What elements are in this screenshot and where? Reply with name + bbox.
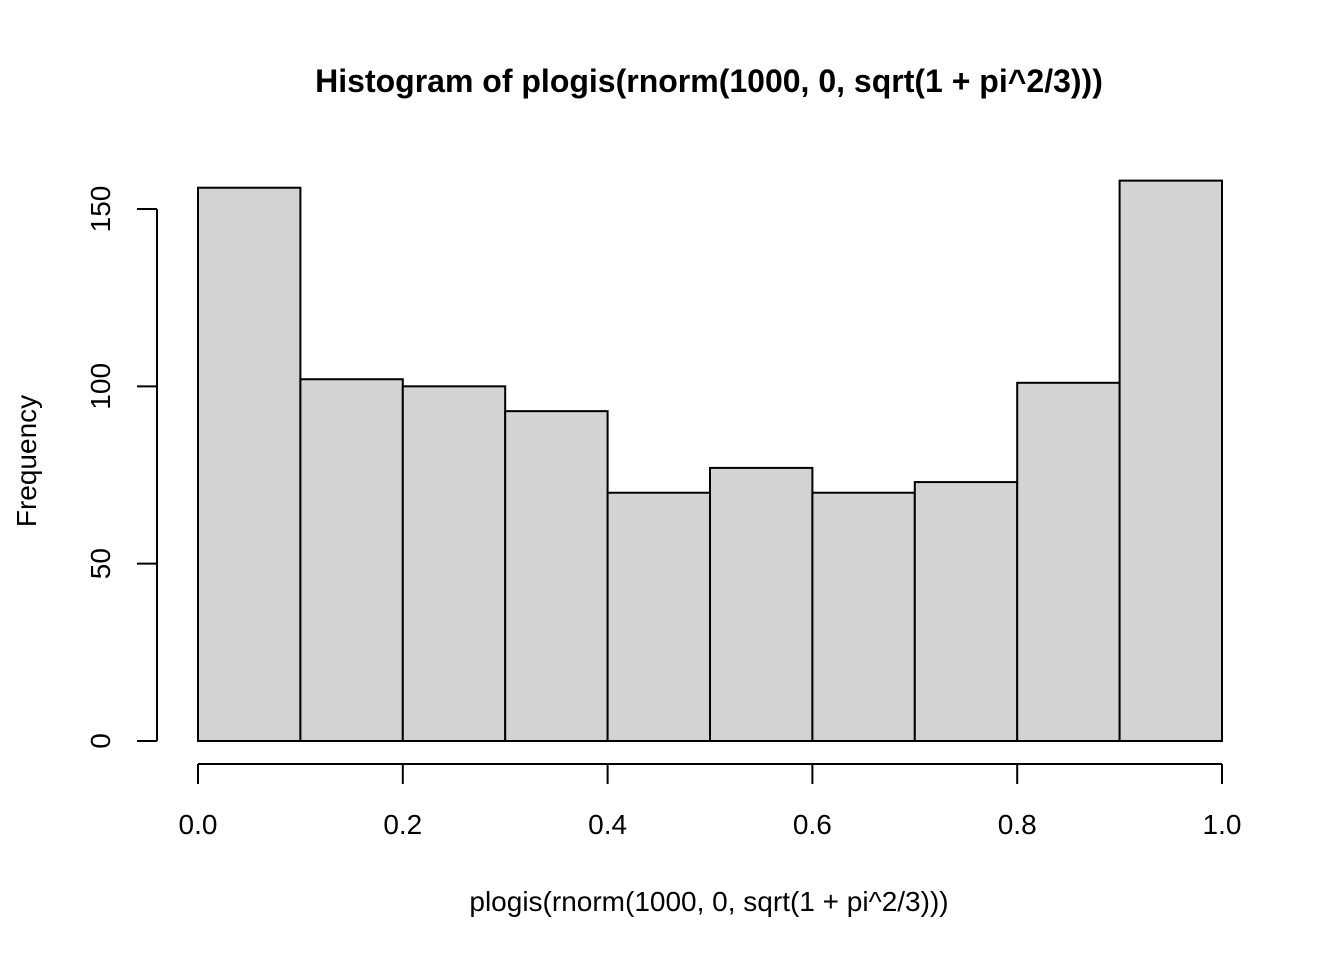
x-axis: 0.0 0.2 0.4 0.6 0.8 1.0 [179, 763, 1242, 840]
histogram-bar-1 [197, 186, 302, 743]
chart-title: Histogram of plogis(rnorm(1000, 0, sqrt(… [315, 63, 1103, 99]
histogram-bar-2 [299, 378, 404, 742]
histogram-bar-5 [606, 491, 711, 742]
x-tick-label: 0.0 [179, 809, 218, 840]
y-tick-label: 50 [85, 548, 116, 579]
y-tick-label: 150 [85, 186, 116, 233]
histogram-bar-7 [811, 491, 916, 742]
histogram-bar-9 [1016, 381, 1121, 742]
y-tick-label: 100 [85, 363, 116, 410]
histogram-bar-10 [1118, 179, 1223, 743]
y-axis: 0 50 100 150 [85, 186, 158, 749]
x-tick-label: 0.2 [383, 809, 422, 840]
x-tick-label: 0.4 [588, 809, 627, 840]
histogram-bar-6 [709, 466, 814, 742]
x-tick-label: 0.8 [998, 809, 1037, 840]
x-tick-label: 1.0 [1203, 809, 1242, 840]
histogram-bar-4 [504, 410, 609, 742]
y-axis-label: Frequency [11, 395, 42, 527]
histogram-bar-3 [401, 385, 507, 742]
x-axis-label: plogis(rnorm(1000, 0, sqrt(1 + pi^2/3))) [469, 886, 948, 917]
bars-group [197, 179, 1223, 743]
x-tick-label: 0.6 [793, 809, 832, 840]
y-tick-label: 0 [85, 733, 116, 749]
histogram-bar-8 [913, 481, 1019, 742]
